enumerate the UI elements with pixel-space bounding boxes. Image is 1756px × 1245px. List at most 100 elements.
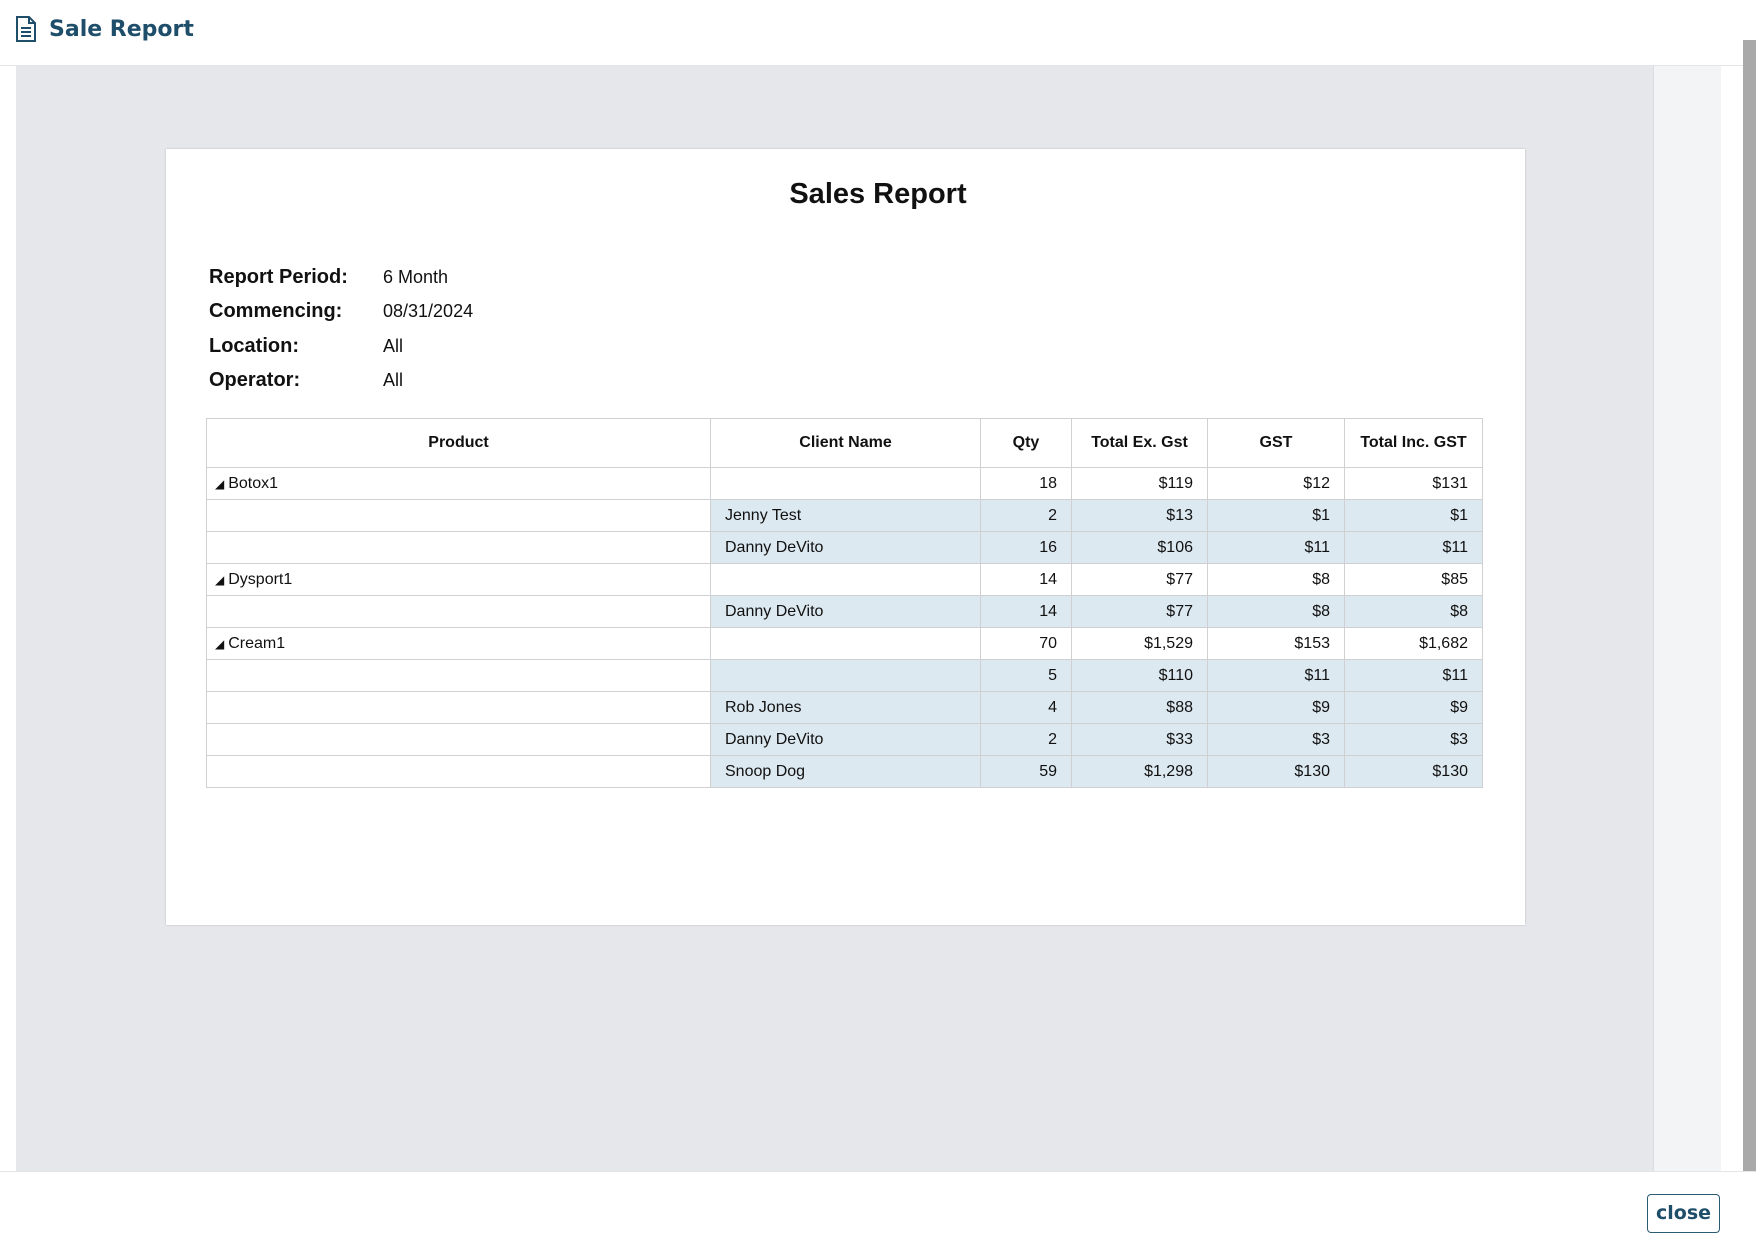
value-cell: $33 — [1071, 723, 1208, 756]
meta-label: Report Period: — [209, 266, 348, 288]
value-cell: $131 — [1344, 467, 1483, 500]
value-cell: 14 — [980, 595, 1072, 628]
value-cell: $88 — [1071, 691, 1208, 724]
column-header: GST — [1207, 418, 1345, 468]
group-row: ◢ Botox1 18 $119 $12 $131 — [206, 467, 1483, 500]
product-cell — [206, 723, 711, 756]
client-cell: Snoop Dog — [710, 755, 981, 788]
value-cell: $85 — [1344, 563, 1483, 596]
report-table: Product Client Name Qty Total Ex. Gst GST Tot… — [206, 418, 1483, 788]
client-cell: Danny DeVito — [710, 531, 981, 564]
value-cell: $11 — [1207, 531, 1345, 564]
column-header: Total Inc. GST — [1344, 418, 1483, 468]
client-cell — [710, 627, 981, 660]
client-cell: Danny DeVito — [710, 595, 981, 628]
value-cell: 4 — [980, 691, 1072, 724]
value-cell: 59 — [980, 755, 1072, 788]
value-cell: $9 — [1207, 691, 1345, 724]
product-name: Botox1 — [228, 474, 279, 492]
scroll-strip — [1743, 40, 1756, 1171]
footer: close — [0, 1171, 1756, 1245]
value-cell: 5 — [980, 659, 1072, 692]
meta-value: All — [383, 336, 404, 356]
column-header: Product — [206, 418, 711, 468]
value-cell: 16 — [980, 531, 1072, 564]
value-cell: 14 — [980, 563, 1072, 596]
meta-value: All — [383, 370, 404, 390]
detail-row: Danny DeVito 16 $106 $11 $11 — [206, 531, 1483, 564]
value-cell: $1 — [1207, 499, 1345, 532]
client-cell — [710, 659, 981, 692]
value-cell: $11 — [1344, 659, 1483, 692]
side-panel — [1653, 66, 1721, 1171]
value-cell: 70 — [980, 627, 1072, 660]
client-cell: Danny DeVito — [710, 723, 981, 756]
collapse-toggle: ◢ — [215, 572, 225, 587]
value-cell: $130 — [1344, 755, 1483, 788]
value-cell: $11 — [1344, 531, 1483, 564]
value-cell: $1,682 — [1344, 627, 1483, 660]
value-cell: $12 — [1207, 467, 1345, 500]
meta-label: Commencing: — [209, 300, 343, 322]
client-cell: Jenny Test — [710, 499, 981, 532]
detail-row: Rob Jones 4 $88 $9 $9 — [206, 691, 1483, 724]
value-cell: $11 — [1207, 659, 1345, 692]
product-cell — [206, 755, 711, 788]
meta-value: 6 Month — [383, 267, 449, 287]
product-cell: ◢ Dysport1 — [206, 563, 711, 596]
client-cell — [710, 467, 981, 500]
close-button[interactable]: close — [1647, 1194, 1720, 1233]
client-cell — [710, 563, 981, 596]
value-cell: $3 — [1344, 723, 1483, 756]
value-cell: 2 — [980, 499, 1072, 532]
value-cell: $77 — [1071, 595, 1208, 628]
value-cell: $8 — [1207, 563, 1345, 596]
product-cell — [206, 499, 711, 532]
report-icon — [16, 16, 36, 42]
column-header: Qty — [980, 418, 1072, 468]
product-cell: ◢ Botox1 — [206, 467, 711, 500]
column-header: Total Ex. Gst — [1071, 418, 1208, 468]
report-title: Sales Report — [789, 178, 967, 210]
value-cell: $9 — [1344, 691, 1483, 724]
value-cell: $130 — [1207, 755, 1345, 788]
product-cell — [206, 595, 711, 628]
product-cell — [206, 691, 711, 724]
group-row: ◢ Dysport1 14 $77 $8 $85 — [206, 563, 1483, 596]
value-cell: $3 — [1207, 723, 1345, 756]
value-cell: $8 — [1344, 595, 1483, 628]
value-cell: $153 — [1207, 627, 1345, 660]
detail-row: Danny DeVito 14 $77 $8 $8 — [206, 595, 1483, 628]
value-cell: $1,298 — [1071, 755, 1208, 788]
detail-row: 5 $110 $11 $11 — [206, 659, 1483, 692]
meta-value: 08/31/2024 — [383, 301, 474, 321]
client-cell: Rob Jones — [710, 691, 981, 724]
detail-row: Jenny Test 2 $13 $1 $1 — [206, 499, 1483, 532]
collapse-toggle: ◢ — [215, 636, 225, 651]
value-cell: 2 — [980, 723, 1072, 756]
meta-label: Location: — [209, 335, 299, 357]
value-cell: $77 — [1071, 563, 1208, 596]
dialog-title: Sale Report — [49, 17, 194, 42]
detail-row: Danny DeVito 2 $33 $3 $3 — [206, 723, 1483, 756]
product-cell: ◢ Cream1 — [206, 627, 711, 660]
collapse-toggle: ◢ — [215, 476, 225, 491]
value-cell: $1 — [1344, 499, 1483, 532]
product-name: Dysport1 — [228, 570, 293, 588]
value-cell: 18 — [980, 467, 1072, 500]
value-cell: $110 — [1071, 659, 1208, 692]
meta-label: Operator: — [209, 369, 301, 391]
product-name: Cream1 — [228, 634, 286, 652]
value-cell: $13 — [1071, 499, 1208, 532]
value-cell: $1,529 — [1071, 627, 1208, 660]
value-cell: $8 — [1207, 595, 1345, 628]
value-cell: $119 — [1071, 467, 1208, 500]
product-cell — [206, 531, 711, 564]
column-header: Client Name — [710, 418, 981, 468]
value-cell: $106 — [1071, 531, 1208, 564]
group-row: ◢ Cream1 70 $1,529 $153 $1,682 — [206, 627, 1483, 660]
product-cell — [206, 659, 711, 692]
detail-row: Snoop Dog 59 $1,298 $130 $130 — [206, 755, 1483, 788]
top-bar: Sale Report — [0, 0, 1756, 66]
